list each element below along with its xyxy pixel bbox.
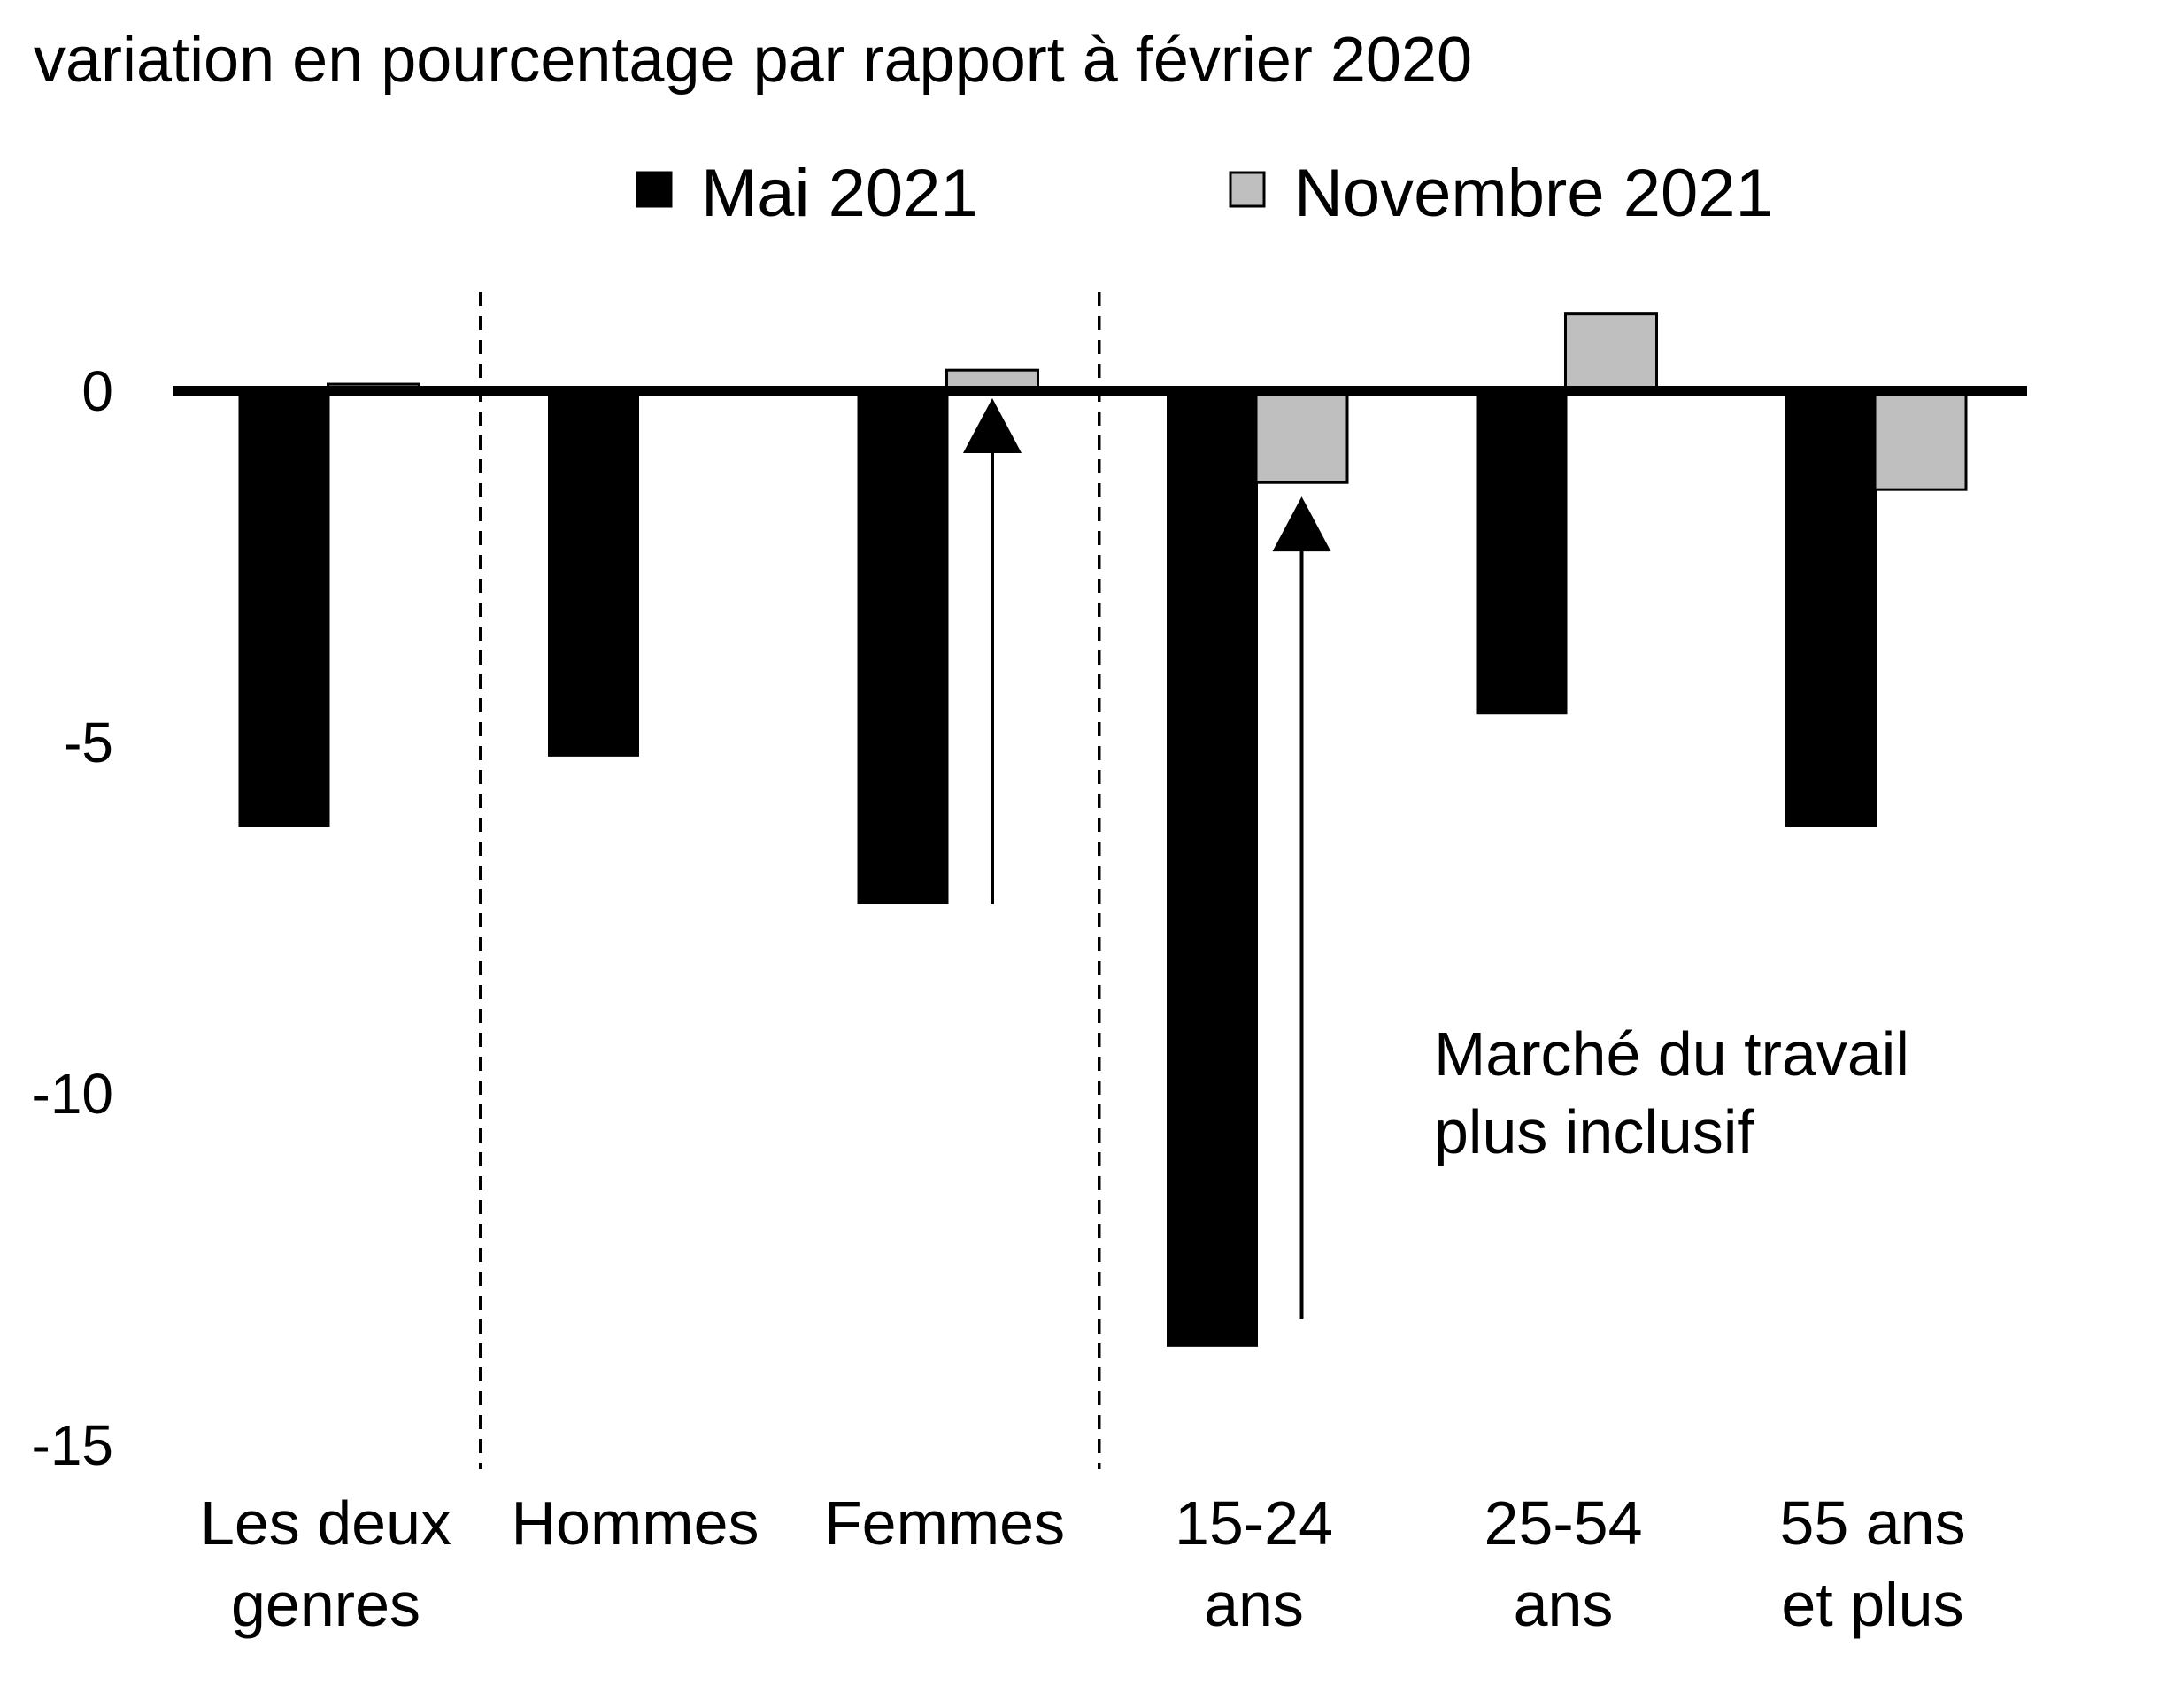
y-axis-label: variation en pourcentage par rapport à f… — [34, 25, 1472, 96]
category-label: Femmes — [824, 1489, 1065, 1558]
bars — [238, 312, 1968, 1347]
category-label: 15-24 — [1175, 1489, 1333, 1558]
bar-novembre-2021-5 — [1873, 389, 1968, 491]
y-tick-label: -15 — [32, 1413, 114, 1477]
category-label: ans — [1204, 1570, 1304, 1639]
bar-mai-2021-2 — [857, 391, 949, 904]
legend-label: Novembre 2021 — [1294, 156, 1773, 231]
category-label: ans — [1514, 1570, 1614, 1639]
arrow-head — [963, 397, 1022, 453]
bar-mai-2021-0 — [238, 391, 330, 827]
legend-swatch — [636, 171, 673, 208]
group-separators — [479, 292, 1101, 1469]
bar-novembre-2021-4 — [1564, 312, 1658, 393]
legend-swatch — [1229, 171, 1266, 208]
annotation-line: plus inclusif — [1434, 1097, 1754, 1166]
y-tick-label: -5 — [63, 711, 113, 774]
category-labels: Les deux genres Hommes Femmes 15-24 ans 25-54 a… — [200, 1489, 1966, 1639]
bar-mai-2021-1 — [548, 391, 639, 757]
annotation-line: Marché du travail — [1434, 1019, 1909, 1089]
bar-mai-2021-3 — [1167, 391, 1258, 1347]
category-label: Hommes — [511, 1489, 759, 1558]
y-tick-labels: 0 -5 -10 -15 — [32, 359, 114, 1477]
bar-novembre-2021-3 — [1254, 389, 1349, 484]
category-label: 55 ans — [1779, 1489, 1965, 1558]
legend-label: Mai 2021 — [701, 156, 978, 231]
annotation-text: Marché du travail plus inclusif — [1434, 1019, 1909, 1166]
category-label: et plus — [1781, 1570, 1963, 1639]
category-label: genres — [231, 1570, 420, 1639]
bar-mai-2021-5 — [1785, 391, 1877, 827]
arrow-head — [1272, 496, 1331, 552]
category-label: Les deux — [200, 1489, 451, 1558]
legend: Mai 2021 Novembre 2021 — [636, 156, 1773, 231]
category-label: 25-54 — [1484, 1489, 1642, 1558]
y-tick-label: -10 — [32, 1062, 114, 1126]
bar-mai-2021-4 — [1476, 391, 1568, 715]
y-tick-label: 0 — [81, 359, 113, 423]
annotation-arrows — [963, 397, 1331, 1319]
